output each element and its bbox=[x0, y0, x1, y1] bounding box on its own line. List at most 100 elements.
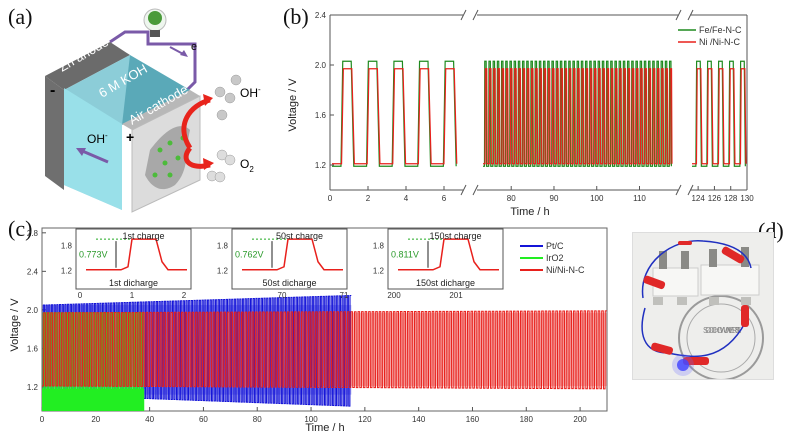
x-tick-label: 180 bbox=[520, 415, 534, 424]
inset-y-tick-label: 1.8 bbox=[217, 241, 229, 250]
electron-label: e bbox=[191, 41, 197, 53]
x-axis-title: Time / h bbox=[510, 206, 549, 215]
cathode-top bbox=[122, 90, 200, 130]
x-tick-label: 128 bbox=[724, 194, 738, 203]
chart-c: 1.21.62.02.42.80 20 40 60 80 100 120 140 160 180 2… bbox=[9, 227, 608, 434]
led-icon bbox=[677, 359, 689, 371]
y-tick-label: 2.4 bbox=[27, 267, 39, 276]
wire-blue bbox=[641, 240, 752, 299]
panel-label-b: (b) bbox=[283, 4, 309, 29]
chart-b: 1.2 1.6 2.0 2.4 0 2 4 6 80 90 100 110 124 126 128 130 Ti… bbox=[287, 9, 754, 215]
inset-y-tick-label: 1.8 bbox=[373, 241, 385, 250]
x-tick-label: 130 bbox=[740, 194, 754, 203]
axis-break-mark bbox=[687, 184, 694, 196]
oh-molecules-icon bbox=[214, 74, 242, 121]
legend-label: Ni/Ni-N-C bbox=[546, 265, 585, 275]
x-tick-label: 80 bbox=[253, 415, 262, 424]
y-tick-label: 2.4 bbox=[315, 11, 327, 20]
x-tick-label: 100 bbox=[590, 194, 604, 203]
battery-cell-2 bbox=[700, 264, 760, 296]
y-tick-label: 2.8 bbox=[27, 229, 39, 238]
y-tick-label: 2.0 bbox=[315, 61, 327, 70]
inset-charge-label: 1st charge bbox=[122, 231, 164, 241]
axis-break-mark bbox=[675, 184, 682, 196]
inset-voltage-curve bbox=[398, 238, 499, 271]
series-band-2 bbox=[42, 312, 607, 386]
plot-frame bbox=[41, 227, 608, 412]
x-tick-label: 124 bbox=[691, 194, 705, 203]
y-tick-label: 1.6 bbox=[27, 344, 39, 353]
series-line-0 bbox=[483, 60, 672, 167]
x-tick-label: 2 bbox=[366, 194, 371, 203]
x-tick-label: 160 bbox=[466, 415, 480, 424]
university-stamp bbox=[678, 295, 764, 379]
o2-label: O2 bbox=[240, 157, 254, 174]
axis-break-mark bbox=[472, 9, 479, 21]
x-tick-label: 110 bbox=[633, 194, 646, 203]
inset-frame bbox=[387, 228, 504, 290]
axis-break-mark bbox=[675, 9, 682, 21]
iro2-discharge-block bbox=[42, 388, 145, 411]
inset-x-tick-label: 1 bbox=[130, 291, 135, 300]
series-line-1 bbox=[483, 68, 673, 165]
y-axis-title: Voltage / V bbox=[9, 298, 21, 352]
anode-top bbox=[45, 42, 130, 90]
catalyst-particles bbox=[152, 135, 186, 178]
x-tick-label: 80 bbox=[507, 194, 516, 203]
axis-break-mark bbox=[687, 9, 694, 21]
inset-charge-label: 150st charge bbox=[429, 231, 481, 241]
x-tick-label: 0 bbox=[40, 415, 45, 424]
electrolyte-top bbox=[122, 55, 190, 125]
inset-discharge-label: 50st dicharge bbox=[262, 278, 316, 288]
x-tick-label: 6 bbox=[442, 194, 447, 203]
axis-break-mark bbox=[460, 184, 467, 196]
x-tick-label: 120 bbox=[358, 415, 372, 424]
oh-flow-arrow-icon bbox=[79, 148, 109, 164]
photo-illustration: SOOCHOW UNIVERSITY bbox=[633, 233, 773, 379]
inset-y-tick-label: 1.2 bbox=[217, 267, 229, 276]
x-tick-label: 0 bbox=[328, 194, 333, 203]
o2-molecules-icon bbox=[206, 149, 236, 183]
inset-x-tick-label: 0 bbox=[78, 291, 83, 300]
inset-x-tick-label: 2 bbox=[182, 291, 187, 300]
y-tick-label: 2.0 bbox=[27, 306, 39, 315]
battery-schematic: Zn anode 6 M KOH Air cathode - + e OH- O… bbox=[45, 8, 261, 213]
minus-sign: - bbox=[50, 82, 55, 99]
electrolyte-front bbox=[64, 88, 122, 210]
y-axis-title: Voltage / V bbox=[287, 78, 299, 132]
oh-right-label: OH- bbox=[240, 85, 261, 100]
x-tick-label: 90 bbox=[550, 194, 559, 203]
panel-label-a: (a) bbox=[8, 4, 33, 29]
legend-label: Ni /Ni-N-C bbox=[699, 37, 740, 47]
x-tick-label: 140 bbox=[412, 415, 426, 424]
inset-discharge-label: 150st dicharge bbox=[416, 278, 475, 288]
stamp-text: SOOCHOW UNIVERSITY bbox=[703, 326, 744, 335]
x-tick-label: 60 bbox=[199, 415, 208, 424]
inset-gap-label: 0.811V bbox=[391, 249, 419, 259]
oh-left-label: OH- bbox=[87, 131, 108, 146]
terminals bbox=[659, 247, 749, 269]
axis-break-mark bbox=[472, 184, 479, 196]
inset-x-tick-label: 71 bbox=[340, 291, 349, 300]
inset-gap-label: 0.773V bbox=[79, 249, 108, 259]
inset-voltage-curve bbox=[86, 238, 187, 271]
panel-label-c: (c) bbox=[8, 216, 33, 241]
x-tick-label: 40 bbox=[145, 415, 154, 424]
light-bulb-icon bbox=[143, 8, 167, 37]
y-tick-label: 1.2 bbox=[27, 383, 39, 392]
anode-plate bbox=[45, 76, 64, 190]
series-line-2 bbox=[42, 310, 607, 390]
x-tick-label: 200 bbox=[573, 415, 587, 424]
legend-label: IrO2 bbox=[546, 253, 564, 263]
alligator-clips bbox=[643, 241, 749, 365]
x-tick-label: 20 bbox=[91, 415, 100, 424]
inset-y-tick-label: 1.8 bbox=[61, 241, 73, 250]
y-tick-label: 1.6 bbox=[315, 111, 327, 120]
inset-discharge-label: 1st dicharge bbox=[109, 278, 158, 288]
battery-demo-photo: SOOCHOW UNIVERSITY bbox=[632, 232, 774, 380]
series-line-1 bbox=[332, 68, 458, 165]
x-tick-label: 126 bbox=[708, 194, 722, 203]
inset-charge-label: 50st charge bbox=[276, 231, 323, 241]
series-line-0 bbox=[692, 60, 746, 167]
series-line-0 bbox=[332, 60, 457, 167]
